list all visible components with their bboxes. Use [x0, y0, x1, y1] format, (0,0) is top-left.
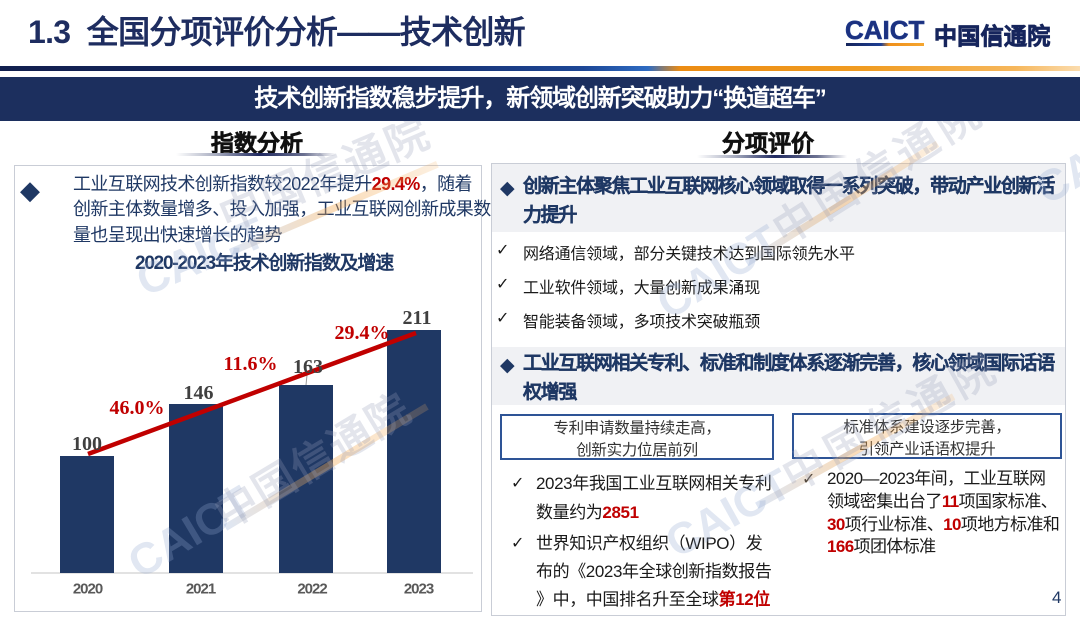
- svg-text:2023: 2023: [404, 581, 434, 598]
- svg-text:2022: 2022: [297, 581, 327, 598]
- svg-text:163: 163: [293, 356, 323, 378]
- svg-text:29.4%: 29.4%: [335, 322, 390, 344]
- svg-text:11.6%: 11.6%: [224, 353, 278, 375]
- svg-text:100: 100: [72, 433, 102, 455]
- svg-text:2021: 2021: [186, 581, 216, 598]
- svg-text:211: 211: [403, 307, 432, 329]
- svg-text:2020: 2020: [73, 581, 103, 598]
- svg-text:46.0%: 46.0%: [110, 397, 165, 419]
- svg-text:146: 146: [184, 382, 214, 404]
